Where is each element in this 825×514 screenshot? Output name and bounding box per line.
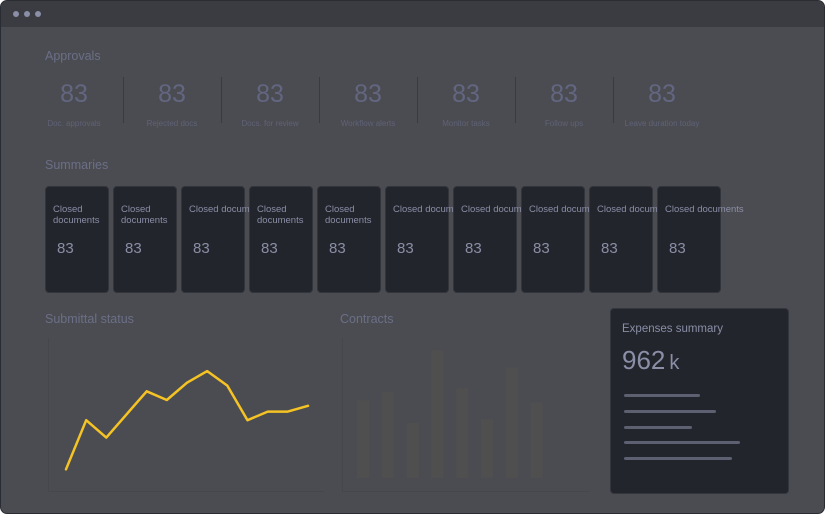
summary-card[interactable]: Closed docum 83 xyxy=(453,186,522,293)
submittal-status-title: Submittal status xyxy=(45,312,134,326)
summary-card-value: 83 xyxy=(125,240,142,257)
summary-card-value: 83 xyxy=(57,240,74,257)
kpi-label: Doc. approvals xyxy=(47,119,101,128)
kpi-label: Rejected docs xyxy=(146,119,198,128)
expenses-title: Expenses summary xyxy=(622,323,723,335)
kpi-value: 83 xyxy=(256,80,284,108)
approvals-title: Approvals xyxy=(45,49,101,63)
kpi-label: Leave duration today xyxy=(624,119,700,128)
expenses-value: 962 xyxy=(622,345,666,375)
divider xyxy=(221,77,222,123)
kpi-value: 83 xyxy=(648,80,676,108)
contracts-bar[interactable] xyxy=(530,402,543,478)
contracts-bar[interactable] xyxy=(456,388,469,478)
contracts-bar[interactable] xyxy=(431,350,444,478)
kpi-docs-for-review[interactable]: 83 Docs. for review xyxy=(224,79,316,129)
window-dot-icon[interactable] xyxy=(24,11,30,17)
expenses-placeholder-line xyxy=(624,394,700,397)
kpi-value: 83 xyxy=(158,80,186,108)
contracts-chart-panel xyxy=(342,338,590,492)
summary-card-label: Closed documents xyxy=(53,204,100,226)
kpi-monitor-tasks[interactable]: 83 Monitor tasks xyxy=(420,79,512,129)
summary-card[interactable]: Closed documents 83 xyxy=(249,186,313,293)
contracts-bar[interactable] xyxy=(505,367,518,478)
kpi-value: 83 xyxy=(452,80,480,108)
expenses-unit: k xyxy=(669,352,680,374)
summary-card[interactable]: Closed documents 83 xyxy=(521,186,608,293)
summary-card-label: Closed documents xyxy=(121,204,168,226)
expenses-placeholder-line xyxy=(624,441,740,444)
summary-card-value: 83 xyxy=(261,240,278,257)
kpi-label: Follow ups xyxy=(544,119,584,128)
expenses-summary-card[interactable]: Expenses summary 962 k xyxy=(610,308,789,494)
contracts-bar[interactable] xyxy=(406,422,419,478)
summary-card-label: Closed documents xyxy=(665,204,744,215)
summary-card-label: Closed documents xyxy=(529,204,608,215)
summary-card[interactable]: Closed documents 83 xyxy=(113,186,177,293)
divider xyxy=(417,77,418,123)
summary-card[interactable]: Closed docum 83 xyxy=(181,186,250,293)
contracts-bar[interactable] xyxy=(381,391,394,479)
submittal-series-line[interactable] xyxy=(64,369,310,471)
kpi-label: Monitor tasks xyxy=(442,119,490,128)
divider xyxy=(123,77,124,123)
expenses-placeholder-line xyxy=(624,426,692,429)
expenses-placeholder-line xyxy=(624,410,716,413)
summary-card-value: 83 xyxy=(533,240,550,257)
submittal-chart-panel xyxy=(48,338,324,492)
window-dot-icon[interactable] xyxy=(13,11,19,17)
summary-card-value: 83 xyxy=(465,240,482,257)
kpi-label: Docs. for review xyxy=(241,119,299,128)
contracts-bar-chart xyxy=(357,350,543,479)
kpi-value: 83 xyxy=(354,80,382,108)
summary-card-label: Closed docum xyxy=(461,204,522,215)
summary-card-value: 83 xyxy=(669,240,686,257)
summary-card-value: 83 xyxy=(601,240,618,257)
divider xyxy=(515,77,516,123)
kpi-rejected-docs[interactable]: 83 Rejected docs xyxy=(126,79,218,129)
kpi-doc-approvals[interactable]: 83 Doc. approvals xyxy=(28,79,120,129)
title-bar xyxy=(1,1,824,27)
summary-card-value: 83 xyxy=(329,240,346,257)
kpi-label: Workflow alerts xyxy=(340,119,396,128)
summary-card[interactable]: Closed documents 83 xyxy=(45,186,109,293)
summary-card-value: 83 xyxy=(397,240,414,257)
window-dot-icon[interactable] xyxy=(35,11,41,17)
summary-card-value: 83 xyxy=(193,240,210,257)
divider xyxy=(613,77,614,123)
summary-card-label: Closed documents xyxy=(393,204,472,215)
summary-card[interactable]: Closed documents 83 xyxy=(317,186,381,293)
summary-card-label: Closed documents xyxy=(325,204,372,226)
kpi-leave-duration[interactable]: 83 Leave duration today xyxy=(616,79,708,129)
kpi-value: 83 xyxy=(60,80,88,108)
summary-card-label: Closed documents xyxy=(257,204,304,226)
expenses-placeholder-line xyxy=(624,457,732,460)
summary-card-label: Closed docum xyxy=(189,204,250,215)
contracts-title: Contracts xyxy=(340,312,394,326)
divider xyxy=(319,77,320,123)
contracts-bar[interactable] xyxy=(357,400,369,478)
summary-card[interactable]: Closed docum 83 xyxy=(589,186,658,293)
summary-card[interactable]: Closed documents 83 xyxy=(385,186,472,293)
summary-card-label: Closed docum xyxy=(597,204,658,215)
summaries-title: Summaries xyxy=(45,158,109,172)
expenses-total: 962 k xyxy=(622,345,679,376)
kpi-workflow-alerts[interactable]: 83 Workflow alerts xyxy=(322,79,414,129)
contracts-bar[interactable] xyxy=(481,419,493,478)
kpi-follow-ups[interactable]: 83 Follow ups xyxy=(518,79,610,129)
kpi-value: 83 xyxy=(550,80,578,108)
submittal-line-chart xyxy=(64,369,310,471)
summary-card[interactable]: Closed documents 83 xyxy=(657,186,744,293)
